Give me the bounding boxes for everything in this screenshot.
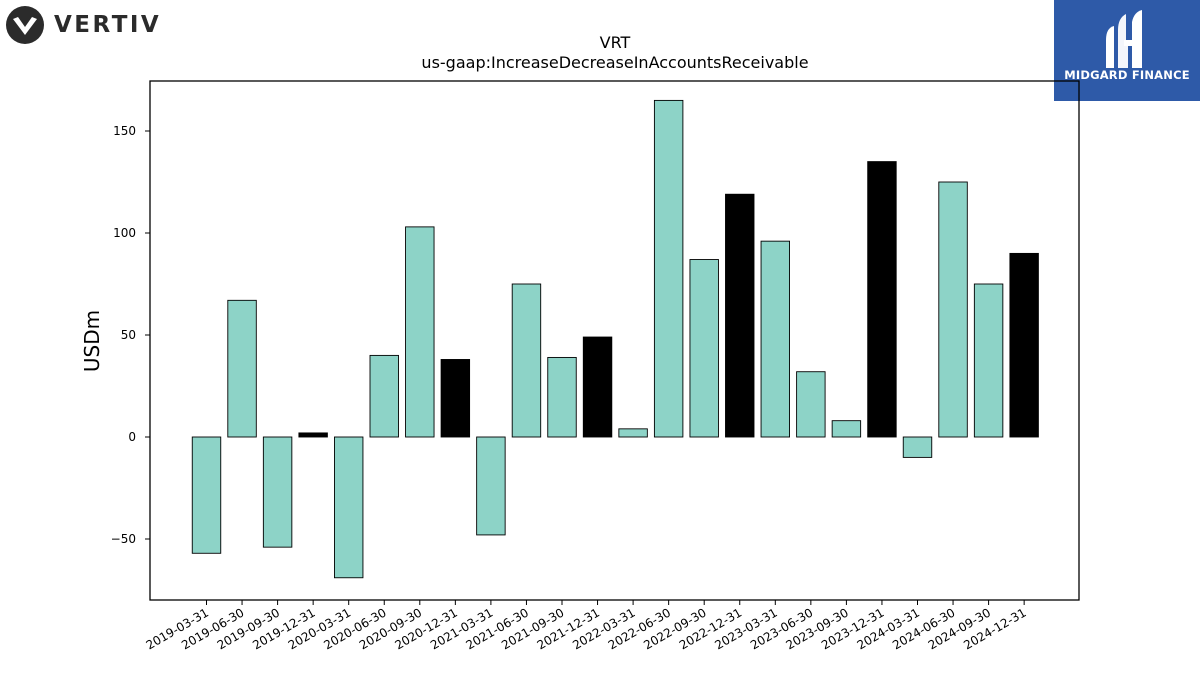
bar-2019-03-31 xyxy=(191,436,222,554)
bar-2023-03-31 xyxy=(760,240,790,438)
plot-frame xyxy=(149,80,1080,601)
bar-2021-09-30 xyxy=(547,356,577,438)
y-tick-label: −50 xyxy=(111,532,136,546)
y-tick-label: 100 xyxy=(113,226,136,240)
midgard-mark-icon xyxy=(1106,10,1142,68)
bar-2024-12-31 xyxy=(1009,252,1039,438)
bar-2019-06-30 xyxy=(227,299,257,438)
bar-2022-09-30 xyxy=(689,259,719,438)
y-tick-label: 50 xyxy=(121,328,136,342)
vertiv-mark-icon xyxy=(6,6,44,44)
y-tick-label: 150 xyxy=(113,124,136,138)
bar-2024-06-30 xyxy=(938,181,968,438)
chart-title: VRT xyxy=(600,33,631,52)
bar-2022-06-30 xyxy=(653,99,684,438)
y-ticks: −50 0 50 100 150 xyxy=(111,124,150,546)
bar-2022-03-31 xyxy=(618,428,648,438)
x-ticks: 2019-03-312019-06-302019-09-302019-12-31… xyxy=(144,600,1029,652)
bar-2023-09-30 xyxy=(831,420,862,438)
bar-2024-09-30 xyxy=(973,283,1004,438)
bar-2020-03-31 xyxy=(334,436,364,579)
bar-2020-06-30 xyxy=(369,354,399,438)
bar-2024-03-31 xyxy=(902,436,933,458)
bar-2021-06-30 xyxy=(511,283,542,438)
bar-2020-09-30 xyxy=(405,226,435,438)
bar-2019-09-30 xyxy=(262,436,293,548)
y-tick-label: 0 xyxy=(128,430,136,444)
vertiv-logo: VERTIV xyxy=(6,4,176,46)
midgard-finance-logo: MIDGARD FINANCE xyxy=(1054,0,1200,101)
bar-2021-12-31 xyxy=(582,336,613,438)
bar-2023-06-30 xyxy=(796,371,826,438)
y-axis-label: USDm xyxy=(80,310,104,372)
bar-2021-03-31 xyxy=(476,436,506,536)
bar-2022-12-31 xyxy=(725,193,755,438)
bar-2023-12-31 xyxy=(867,161,897,438)
bar-2020-12-31 xyxy=(440,359,471,438)
bars-group xyxy=(191,99,1039,579)
midgard-wordmark: MIDGARD FINANCE xyxy=(1064,68,1190,82)
chart-subtitle: us-gaap:IncreaseDecreaseInAccountsReceiv… xyxy=(421,53,808,72)
bar-2019-12-31 xyxy=(298,432,328,438)
vertiv-wordmark: VERTIV xyxy=(54,12,162,38)
